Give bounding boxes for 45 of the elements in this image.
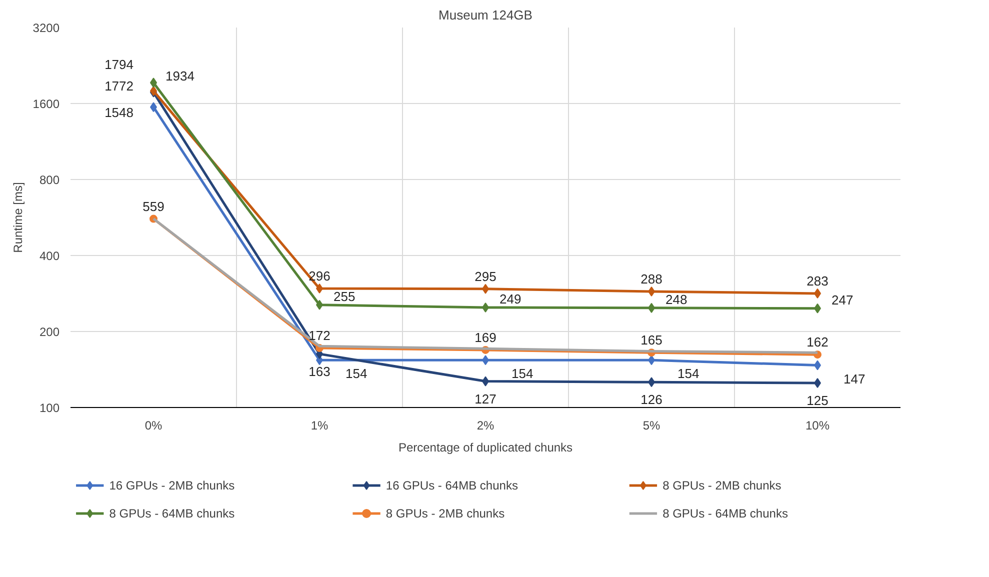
data-label: 165 bbox=[640, 332, 662, 348]
data-label: 154 bbox=[512, 366, 534, 382]
data-label: 249 bbox=[500, 291, 522, 306]
data-label: 162 bbox=[806, 334, 828, 350]
data-label: 283 bbox=[806, 273, 828, 288]
y-tick-label: 100 bbox=[39, 401, 60, 415]
data-label: 127 bbox=[474, 391, 496, 406]
legend-label: 8 GPUs - 64MB chunks bbox=[662, 506, 788, 520]
y-axis-title: Runtime [ms] bbox=[10, 182, 25, 253]
data-label: 169 bbox=[474, 330, 496, 345]
data-label: 147 bbox=[844, 371, 866, 386]
y-tick-label: 400 bbox=[39, 249, 60, 263]
x-axis-title: Percentage of duplicated chunks bbox=[398, 440, 573, 454]
data-label: 154 bbox=[678, 366, 700, 382]
y-tick-label: 3200 bbox=[32, 21, 60, 35]
legend-label: 16 GPUs - 64MB chunks bbox=[386, 478, 518, 492]
x-tick-label: 2% bbox=[476, 418, 494, 432]
legend-label: 8 GPUs - 64MB chunks bbox=[109, 506, 235, 520]
x-tick-label: 10% bbox=[805, 418, 830, 432]
data-label: 154 bbox=[346, 366, 368, 382]
data-label: 255 bbox=[334, 288, 356, 304]
data-label: 247 bbox=[832, 292, 854, 308]
x-tick-label: 1% bbox=[310, 418, 328, 432]
data-label: 296 bbox=[308, 268, 330, 284]
data-label: 163 bbox=[308, 364, 330, 379]
data-label: 126 bbox=[640, 392, 662, 408]
data-label: 295 bbox=[474, 268, 496, 284]
data-label: 1794 bbox=[104, 56, 134, 72]
y-tick-label: 200 bbox=[39, 325, 60, 339]
data-label: 1934 bbox=[166, 68, 194, 84]
x-tick-label: 5% bbox=[642, 418, 660, 432]
y-tick-label: 800 bbox=[39, 173, 60, 187]
legend-label: 8 GPUs - 2MB chunks bbox=[662, 478, 782, 492]
data-label: 559 bbox=[142, 198, 164, 214]
data-label: 1772 bbox=[104, 78, 134, 94]
data-label: 125 bbox=[806, 393, 828, 408]
chart-title: Museum 124GB bbox=[438, 8, 532, 22]
data-label: 288 bbox=[640, 272, 662, 287]
legend-label: 8 GPUs - 2MB chunks bbox=[386, 506, 505, 520]
x-tick-label: 0% bbox=[144, 418, 162, 432]
legend-label: 16 GPUs - 2MB chunks bbox=[109, 478, 235, 492]
data-label: 248 bbox=[666, 292, 688, 307]
data-label: 1548 bbox=[104, 105, 134, 120]
data-label: 172 bbox=[308, 328, 330, 344]
y-tick-label: 1600 bbox=[32, 97, 60, 111]
